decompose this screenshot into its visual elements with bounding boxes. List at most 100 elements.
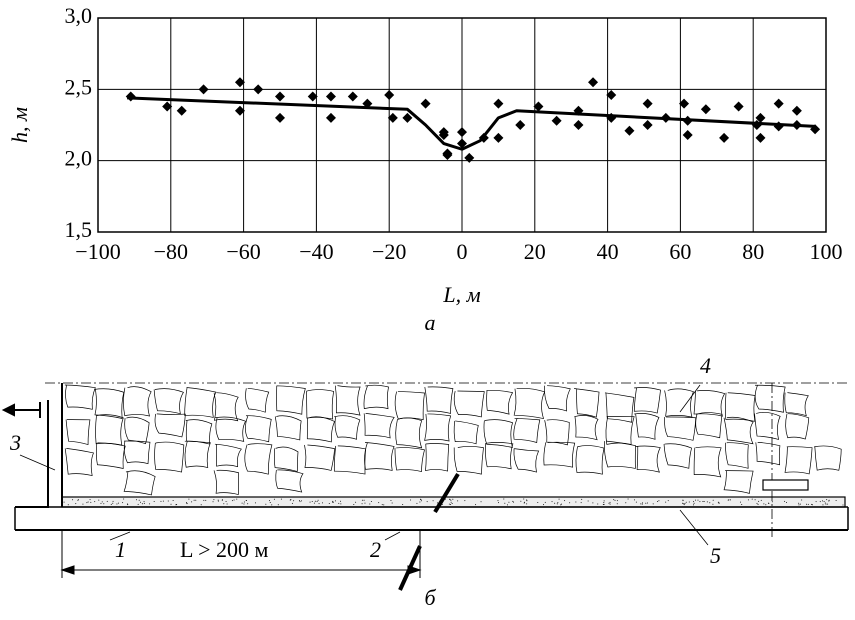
point bbox=[438, 129, 449, 140]
sand-dot bbox=[369, 503, 371, 505]
sand-dot bbox=[110, 503, 112, 505]
sand-dot bbox=[141, 503, 143, 505]
sand-dot bbox=[683, 504, 685, 506]
point bbox=[791, 105, 802, 116]
sand-dot bbox=[551, 501, 553, 503]
wall bbox=[15, 383, 63, 508]
point bbox=[176, 105, 187, 116]
rock bbox=[123, 440, 151, 465]
rock bbox=[695, 412, 723, 439]
sand-dot bbox=[160, 500, 162, 502]
rock bbox=[754, 384, 786, 413]
sand-dot bbox=[614, 499, 616, 501]
rock bbox=[663, 443, 692, 469]
point bbox=[162, 101, 173, 112]
sand-dot bbox=[597, 503, 599, 505]
sand-dot bbox=[309, 501, 311, 503]
rock bbox=[214, 443, 242, 468]
sand-dot bbox=[665, 501, 667, 503]
sand-dot bbox=[103, 503, 105, 505]
sand-dot bbox=[609, 503, 611, 505]
sand-dot bbox=[508, 501, 510, 503]
rock bbox=[483, 419, 514, 448]
point bbox=[307, 91, 318, 102]
label: 4 bbox=[700, 353, 711, 378]
sand-dot bbox=[67, 504, 69, 506]
rock bbox=[273, 446, 299, 472]
rock bbox=[575, 445, 605, 475]
sand-dot bbox=[692, 504, 694, 506]
rock bbox=[244, 443, 273, 475]
rock bbox=[453, 390, 485, 418]
label: 3 bbox=[9, 430, 21, 455]
sand-dot bbox=[524, 501, 526, 503]
rock bbox=[486, 389, 514, 415]
rock bbox=[424, 413, 452, 442]
rock bbox=[513, 448, 540, 473]
x-tick-label: −40 bbox=[299, 239, 333, 264]
sand-dot bbox=[747, 499, 749, 501]
sand-dot bbox=[765, 504, 767, 506]
sand-dot bbox=[685, 501, 687, 503]
y-tick-label: 2,0 bbox=[65, 146, 93, 171]
sand-dot bbox=[633, 499, 635, 501]
rock bbox=[333, 445, 367, 475]
point bbox=[642, 98, 653, 109]
rock bbox=[604, 392, 635, 423]
x-tick-label: 60 bbox=[669, 239, 691, 264]
sand-dot bbox=[191, 501, 193, 503]
point bbox=[533, 101, 544, 112]
rock bbox=[245, 415, 272, 443]
sand-dot bbox=[186, 503, 188, 505]
sand-dot bbox=[328, 503, 330, 505]
sand-dot bbox=[363, 499, 365, 501]
rock bbox=[755, 442, 781, 466]
rock bbox=[213, 392, 239, 422]
sand-dot bbox=[798, 504, 800, 506]
sand-dot bbox=[693, 502, 695, 504]
sand-dot bbox=[273, 498, 275, 500]
point bbox=[442, 149, 453, 160]
x-tick-label: 100 bbox=[810, 239, 843, 264]
sand-dot bbox=[254, 502, 256, 504]
point bbox=[515, 120, 526, 130]
sand-dot bbox=[143, 501, 145, 503]
sand-dot bbox=[560, 504, 562, 506]
sand-dot bbox=[213, 499, 215, 501]
sand-dot bbox=[193, 499, 195, 501]
point bbox=[755, 132, 766, 143]
rock bbox=[725, 442, 749, 469]
sand-dot bbox=[353, 503, 355, 505]
sand-dot bbox=[464, 500, 466, 502]
sand-dot bbox=[231, 500, 233, 502]
sand-dot bbox=[506, 504, 508, 506]
point bbox=[198, 84, 209, 95]
point bbox=[402, 112, 413, 123]
sand-dot bbox=[537, 502, 539, 504]
sand-dot bbox=[627, 498, 629, 500]
sand-dot bbox=[236, 498, 238, 500]
point bbox=[325, 112, 336, 123]
label: 5 bbox=[710, 543, 721, 568]
borehole bbox=[398, 472, 460, 591]
sand-dot bbox=[652, 503, 654, 505]
sand-dot bbox=[339, 500, 341, 502]
sand-dot bbox=[758, 500, 760, 502]
sand-dot bbox=[203, 499, 205, 501]
sand-dot bbox=[693, 501, 695, 503]
sand-dot bbox=[139, 501, 141, 503]
rock bbox=[723, 470, 754, 494]
point bbox=[755, 112, 766, 123]
sand-dot bbox=[364, 502, 366, 504]
rock bbox=[574, 415, 599, 441]
sand-dot bbox=[175, 504, 177, 506]
sand-dot bbox=[390, 500, 392, 502]
sand-dot bbox=[497, 500, 499, 502]
sand-dot bbox=[426, 501, 428, 503]
point bbox=[234, 77, 245, 88]
sand-dot bbox=[271, 504, 273, 506]
x-tick-label: −20 bbox=[372, 239, 406, 264]
sand-dot bbox=[289, 499, 291, 501]
rock bbox=[306, 389, 335, 420]
